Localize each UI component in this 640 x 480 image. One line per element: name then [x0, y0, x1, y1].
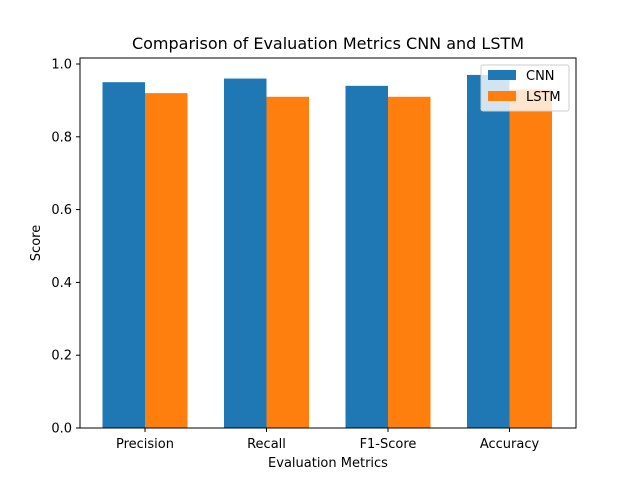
legend-swatch-cnn: [488, 70, 516, 80]
y-tick-label: 0.2: [51, 349, 72, 364]
legend-swatch-lstm: [488, 91, 516, 101]
bar-lstm-recall: [266, 96, 309, 428]
y-axis-ticks: 0.0 0.2 0.4 0.6 0.8 1.0: [51, 58, 80, 437]
bar-cnn-accuracy: [467, 74, 510, 429]
legend-label-cnn: CNN: [526, 69, 555, 84]
bar-lstm-f1-score: [388, 96, 431, 428]
y-tick-label: 1.0: [51, 58, 72, 73]
y-axis-label: Score: [29, 225, 44, 261]
x-tick-label: Precision: [116, 437, 174, 452]
chart-title: Comparison of Evaluation Metrics CNN and…: [132, 34, 524, 53]
bar-cnn-recall: [224, 78, 267, 428]
y-tick-label: 0.0: [51, 422, 72, 437]
legend: CNN LSTM: [480, 64, 570, 112]
bar-lstm-precision: [145, 93, 188, 429]
bar-cnn-f1-score: [345, 85, 388, 428]
bars-group: [102, 74, 552, 429]
y-tick-label: 0.4: [51, 276, 72, 291]
plot-frame: [79, 57, 577, 429]
legend-label-lstm: LSTM: [526, 90, 561, 105]
y-tick-label: 0.8: [51, 130, 72, 145]
x-axis-ticks: Precision Recall F1-Score Accuracy: [116, 428, 539, 452]
x-tick-label: Recall: [247, 437, 286, 452]
bar-cnn-precision: [102, 82, 145, 428]
x-tick-label: F1-Score: [360, 437, 417, 452]
y-tick-label: 0.6: [51, 203, 72, 218]
bar-lstm-accuracy: [509, 89, 552, 428]
x-tick-label: Accuracy: [480, 437, 540, 452]
x-axis-label: Evaluation Metrics: [268, 456, 388, 471]
